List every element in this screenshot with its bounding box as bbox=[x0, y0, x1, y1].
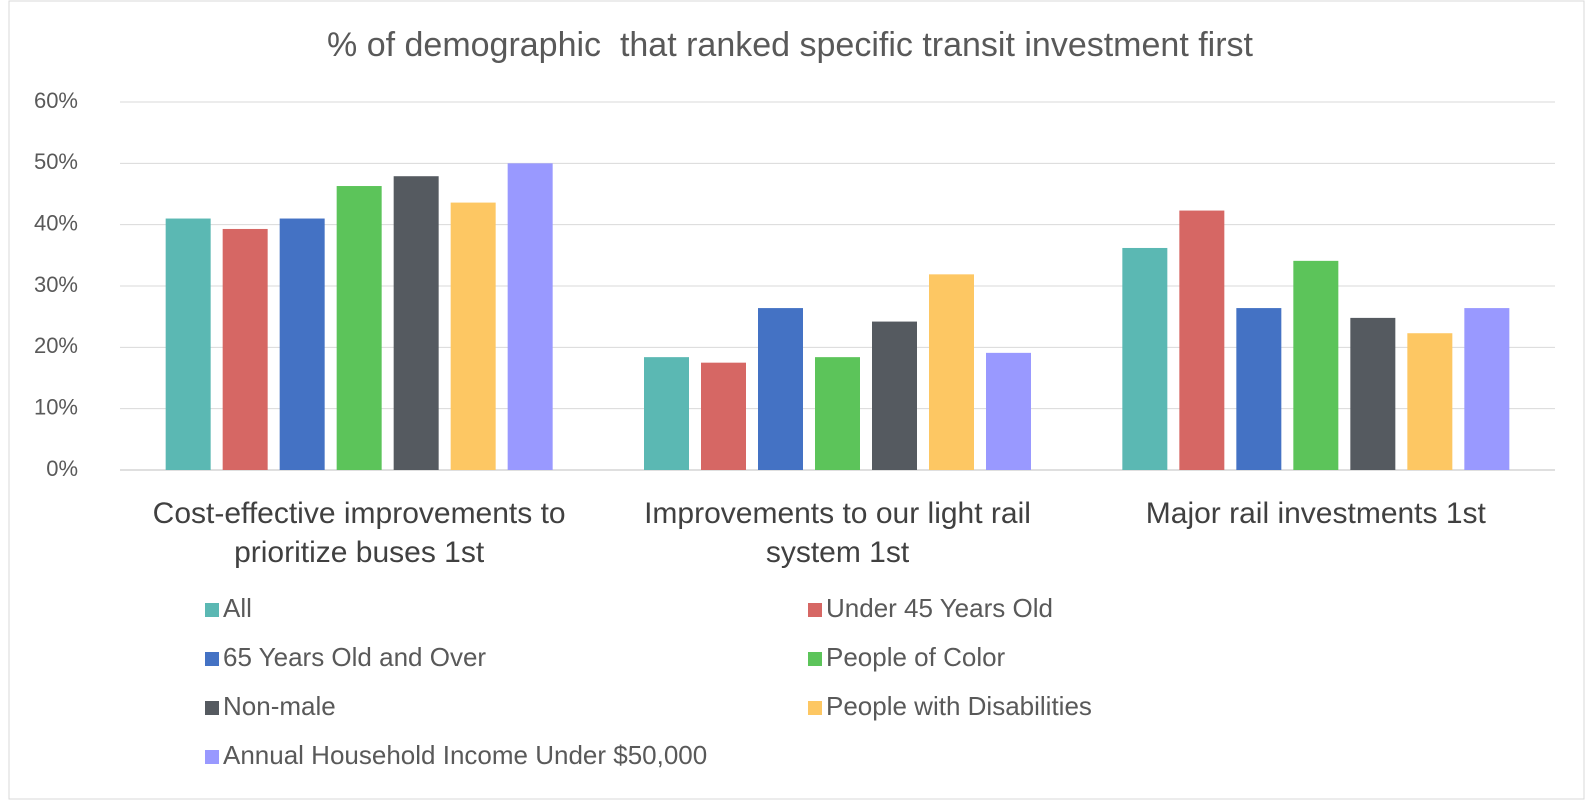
legend-swatch bbox=[808, 603, 822, 617]
bar bbox=[1122, 247, 1168, 470]
bar bbox=[929, 274, 974, 470]
legend-swatch bbox=[205, 603, 219, 617]
legend-label: People with Disabilities bbox=[826, 691, 1092, 721]
bar bbox=[701, 362, 746, 470]
bar bbox=[815, 357, 860, 470]
y-tick-label: 50% bbox=[34, 149, 78, 174]
chart-title: % of demographic that ranked specific tr… bbox=[327, 26, 1254, 64]
x-tick-label: Major rail investments 1st bbox=[1145, 497, 1486, 530]
legend-label: Annual Household Income Under $50,000 bbox=[223, 740, 707, 770]
legend-label: People of Color bbox=[826, 642, 1006, 672]
legend-swatch bbox=[205, 750, 219, 764]
bar bbox=[393, 176, 439, 471]
y-tick-label: 20% bbox=[34, 333, 78, 358]
bar bbox=[279, 218, 325, 470]
x-tick-label: Cost-effective improvements to prioritiz… bbox=[152, 497, 566, 569]
bar bbox=[1236, 308, 1282, 470]
bar bbox=[1350, 317, 1396, 470]
bar bbox=[165, 218, 211, 470]
bar bbox=[1179, 210, 1225, 470]
legend-swatch bbox=[808, 701, 822, 715]
legend-swatch bbox=[205, 652, 219, 666]
legend-label: Under 45 Years Old bbox=[826, 593, 1053, 623]
bar bbox=[986, 352, 1031, 470]
bar bbox=[1407, 333, 1453, 470]
legend-label: All bbox=[223, 593, 252, 623]
legend-label: Non-male bbox=[223, 691, 336, 721]
y-tick-label: 60% bbox=[34, 88, 78, 113]
bar bbox=[872, 321, 917, 470]
y-tick-label: 10% bbox=[34, 394, 78, 419]
bar bbox=[450, 202, 496, 470]
legend-swatch bbox=[205, 701, 219, 715]
legend-label: 65 Years Old and Over bbox=[223, 642, 486, 672]
y-tick-label: 30% bbox=[34, 272, 78, 297]
bar bbox=[336, 186, 382, 470]
legend-swatch bbox=[808, 652, 822, 666]
y-tick-label: 0% bbox=[46, 456, 78, 481]
bar bbox=[1293, 260, 1339, 470]
bar bbox=[758, 308, 803, 470]
y-tick-label: 40% bbox=[34, 210, 78, 235]
x-tick-label: Improvements to our light rail system 1s… bbox=[644, 497, 1031, 569]
bar bbox=[644, 357, 689, 470]
bar bbox=[1464, 308, 1510, 470]
bar bbox=[222, 228, 268, 470]
bar bbox=[507, 163, 553, 471]
